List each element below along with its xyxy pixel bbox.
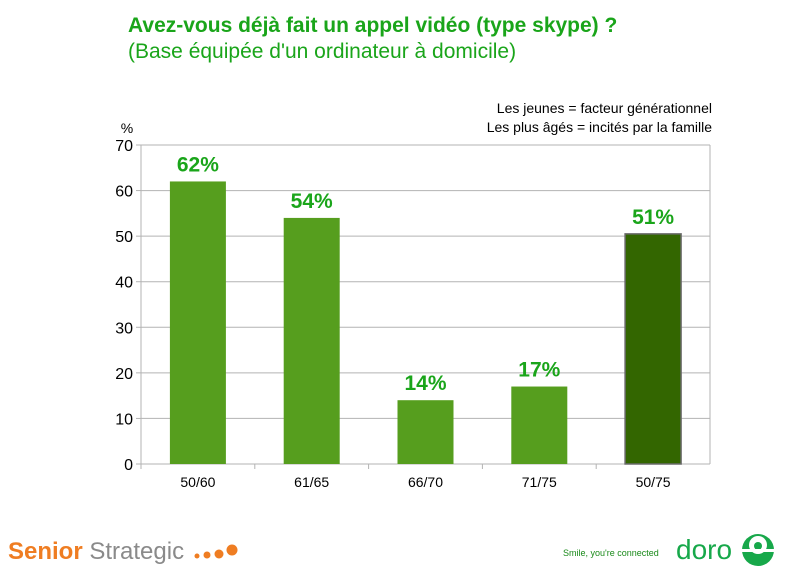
- y-tick-label: 70: [115, 138, 133, 155]
- annotation: Les jeunes = facteur générationnel Les p…: [487, 99, 712, 137]
- data-label: 54%: [291, 190, 333, 213]
- y-tick-label: 60: [115, 184, 133, 201]
- chart-title: Avez-vous déjà fait un appel vidéo (type…: [128, 14, 618, 37]
- data-label: 14%: [404, 372, 446, 395]
- bar: [283, 217, 340, 464]
- x-tick-label: 50/60: [180, 474, 215, 490]
- y-tick-label: 50: [115, 229, 133, 246]
- x-tick-label: 61/65: [294, 474, 329, 490]
- y-tick-label: 10: [115, 411, 133, 428]
- dots-icon: [194, 544, 238, 559]
- doro-logo: doro: [676, 534, 733, 565]
- data-label: 17%: [518, 359, 560, 382]
- y-axis-label: %: [121, 120, 133, 136]
- chart-subtitle: (Base équipée d'un ordinateur à domicile…: [128, 40, 517, 63]
- note-line: Les plus âgés = incités par la famille: [486, 119, 712, 135]
- bar: [169, 181, 226, 464]
- brand-bold: Senior: [8, 538, 83, 565]
- bar: [624, 233, 682, 465]
- y-tick-label: 30: [115, 320, 133, 337]
- doro-face-icon: [740, 534, 776, 566]
- senior-strategic-logo: Senior Strategic: [8, 538, 241, 566]
- y-tick-label: 20: [115, 366, 133, 383]
- x-tick-label: 50/75: [636, 474, 671, 490]
- data-label: 51%: [632, 206, 674, 229]
- y-tick-label: 0: [124, 457, 133, 474]
- x-tick-label: 66/70: [408, 474, 443, 490]
- brand-rest: Strategic: [89, 538, 185, 565]
- note-line: Les jeunes = facteur générationnel: [496, 100, 712, 116]
- x-tick-label: 71/75: [522, 474, 557, 490]
- bar: [511, 386, 568, 464]
- bar: [397, 400, 454, 464]
- data-label: 62%: [177, 153, 219, 176]
- tagline: Smile, you're connected: [563, 548, 659, 558]
- y-tick-label: 40: [115, 275, 133, 292]
